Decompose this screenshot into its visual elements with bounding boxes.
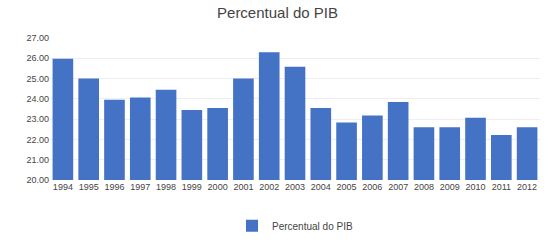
- svg-text:20.00: 20.00: [26, 175, 49, 185]
- svg-text:21.00: 21.00: [26, 155, 49, 165]
- svg-text:22.00: 22.00: [26, 135, 49, 145]
- svg-text:26.00: 26.00: [26, 53, 49, 63]
- svg-text:Percentual do PIB: Percentual do PIB: [217, 4, 338, 21]
- svg-text:2010: 2010: [466, 182, 486, 192]
- svg-text:1998: 1998: [156, 182, 176, 192]
- svg-text:25.00: 25.00: [26, 74, 49, 84]
- svg-text:1999: 1999: [182, 182, 202, 192]
- svg-text:2008: 2008: [414, 182, 434, 192]
- svg-text:2011: 2011: [492, 182, 511, 192]
- svg-text:2005: 2005: [337, 182, 357, 192]
- svg-text:2006: 2006: [362, 182, 382, 192]
- svg-text:2003: 2003: [285, 182, 305, 192]
- svg-text:Percentual do PIB: Percentual do PIB: [272, 221, 353, 232]
- svg-text:2007: 2007: [388, 182, 408, 192]
- svg-text:1995: 1995: [79, 182, 99, 192]
- svg-text:2001: 2001: [233, 182, 253, 192]
- svg-text:2000: 2000: [208, 182, 228, 192]
- svg-text:2009: 2009: [440, 182, 460, 192]
- svg-text:1996: 1996: [104, 182, 124, 192]
- svg-text:27.00: 27.00: [26, 33, 49, 43]
- svg-text:23.00: 23.00: [26, 114, 49, 124]
- svg-text:2012: 2012: [517, 182, 537, 192]
- svg-text:2002: 2002: [259, 182, 279, 192]
- svg-text:24.00: 24.00: [26, 94, 49, 104]
- svg-text:1994: 1994: [53, 182, 73, 192]
- svg-text:1997: 1997: [130, 182, 150, 192]
- svg-text:2004: 2004: [311, 182, 331, 192]
